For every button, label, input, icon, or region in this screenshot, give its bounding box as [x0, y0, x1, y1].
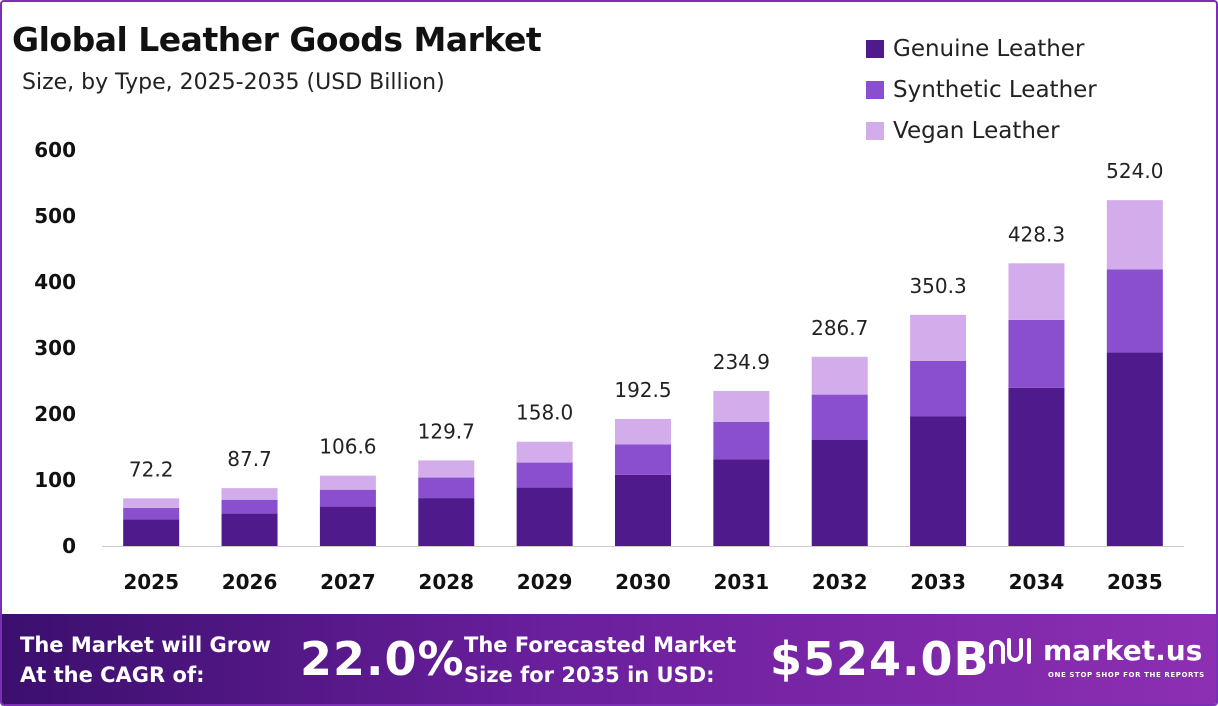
forecast-value: $524.0B: [770, 632, 990, 686]
legend-swatch-vegan: [866, 121, 884, 140]
data-label-2028: 129.7: [418, 419, 475, 443]
bar-2030-genuine-leather: [615, 474, 671, 546]
bar-2034-genuine-leather: [1008, 387, 1065, 546]
bar-2033-genuine-leather: [910, 416, 967, 546]
bar-2030-synthetic-leather: [615, 444, 671, 475]
chart-subtitle: Size, by Type, 2025-2035 (USD Billion): [22, 70, 445, 95]
x-tick-label-2034: 2034: [1009, 570, 1065, 594]
data-label-2034: 428.3: [1008, 222, 1065, 246]
bar-2035-vegan-leather: [1106, 200, 1163, 270]
data-label-2030: 192.5: [614, 378, 671, 402]
bar-2034-synthetic-leather: [1008, 319, 1065, 388]
legend-swatch-synthetic: [866, 80, 884, 99]
bar-2028-genuine-leather: [418, 498, 475, 546]
x-tick-label-2025: 2025: [123, 570, 179, 594]
bar-2030-vegan-leather: [615, 418, 671, 445]
bar-2035-genuine-leather: [1106, 352, 1163, 546]
bar-2026-synthetic-leather: [221, 499, 278, 514]
cagr-label-line2: At the CAGR of:: [20, 663, 205, 687]
cagr-value: 22.0%: [300, 632, 465, 686]
brand-name: market.us: [1043, 634, 1203, 667]
bar-2031-synthetic-leather: [713, 421, 770, 460]
x-tick-label-2028: 2028: [418, 570, 474, 594]
x-tick-label-2029: 2029: [517, 570, 573, 594]
chart-title: Global Leather Goods Market: [12, 20, 542, 59]
bar-2031-vegan-leather: [713, 390, 770, 422]
y-tick-label-300: 300: [34, 336, 76, 360]
x-tick-label-2027: 2027: [320, 570, 376, 594]
bar-2027-synthetic-leather: [319, 489, 376, 507]
legend-item-genuine-leather: Genuine Leather: [866, 28, 1097, 69]
x-tick-label-2026: 2026: [222, 570, 278, 594]
market-us-logo-icon: [989, 638, 1031, 664]
cagr-label-line1: The Market will Grow: [20, 633, 271, 657]
bar-chart: 0 100 200 300 400 500 600 72.2 2025 87.7 2026 106.6…: [34, 138, 1184, 594]
y-tick-label-600: 600: [34, 138, 76, 162]
legend-swatch-genuine: [866, 39, 884, 58]
x-tick-label-2032: 2032: [812, 570, 868, 594]
legend: Genuine Leather Synthetic Leather Vegan …: [866, 28, 1097, 151]
x-tick-label-2033: 2033: [910, 570, 966, 594]
y-tick-label-200: 200: [34, 402, 76, 426]
y-tick-label-400: 400: [34, 270, 76, 294]
brand-logo: market.us: [987, 636, 1202, 666]
bar-2028-vegan-leather: [418, 460, 475, 478]
bar-2033-vegan-leather: [910, 314, 967, 362]
data-label-2025: 72.2: [129, 457, 174, 481]
bar-2031-genuine-leather: [713, 459, 770, 546]
legend-label-genuine: Genuine Leather: [893, 35, 1085, 62]
y-tick-label-0: 0: [62, 534, 76, 558]
data-label-2033: 350.3: [909, 274, 966, 298]
bar-2027-vegan-leather: [319, 475, 376, 490]
brand-tagline: ONE STOP SHOP FOR THE REPORTS: [1048, 671, 1205, 679]
bar-2025-synthetic-leather: [123, 507, 180, 520]
bar-2026-genuine-leather: [221, 513, 278, 546]
bar-2029-vegan-leather: [516, 441, 573, 463]
data-label-2027: 106.6: [319, 435, 376, 459]
data-label-2029: 158.0: [516, 401, 573, 425]
x-tick-label-2030: 2030: [615, 570, 671, 594]
data-label-2032: 286.7: [811, 316, 868, 340]
bar-2029-genuine-leather: [516, 487, 573, 546]
bar-2035-synthetic-leather: [1106, 269, 1163, 353]
data-label-2031: 234.9: [713, 350, 770, 374]
legend-item-vegan-leather: Vegan Leather: [866, 110, 1097, 151]
summary-banner: The Market will Grow At the CAGR of: 22.…: [2, 614, 1216, 704]
bar-2033-synthetic-leather: [910, 361, 967, 417]
bar-2027-genuine-leather: [319, 506, 376, 546]
bar-2034-vegan-leather: [1008, 263, 1065, 320]
y-tick-label-500: 500: [34, 204, 76, 228]
forecast-label-line1: The Forecasted Market: [464, 633, 737, 657]
legend-label-vegan: Vegan Leather: [893, 117, 1060, 144]
y-tick-label-100: 100: [34, 468, 76, 492]
bar-2025-vegan-leather: [123, 498, 180, 508]
legend-label-synthetic: Synthetic Leather: [893, 76, 1097, 103]
x-tick-label-2031: 2031: [714, 570, 770, 594]
forecast-label-line2: Size for 2035 in USD:: [464, 663, 715, 687]
bar-2028-synthetic-leather: [418, 477, 475, 499]
cagr-label: The Market will Grow At the CAGR of:: [20, 630, 271, 690]
bar-2026-vegan-leather: [221, 488, 278, 500]
forecast-label: The Forecasted Market Size for 2035 in U…: [464, 630, 736, 690]
data-label-2035: 524.0: [1106, 159, 1163, 183]
bar-2032-genuine-leather: [811, 440, 868, 546]
bar-2025-genuine-leather: [123, 519, 180, 546]
bar-2032-synthetic-leather: [811, 394, 868, 441]
legend-item-synthetic-leather: Synthetic Leather: [866, 69, 1097, 110]
x-tick-label-2035: 2035: [1107, 570, 1163, 594]
bar-2032-vegan-leather: [811, 356, 868, 395]
data-label-2026: 87.7: [227, 447, 272, 471]
bar-2029-synthetic-leather: [516, 462, 573, 488]
